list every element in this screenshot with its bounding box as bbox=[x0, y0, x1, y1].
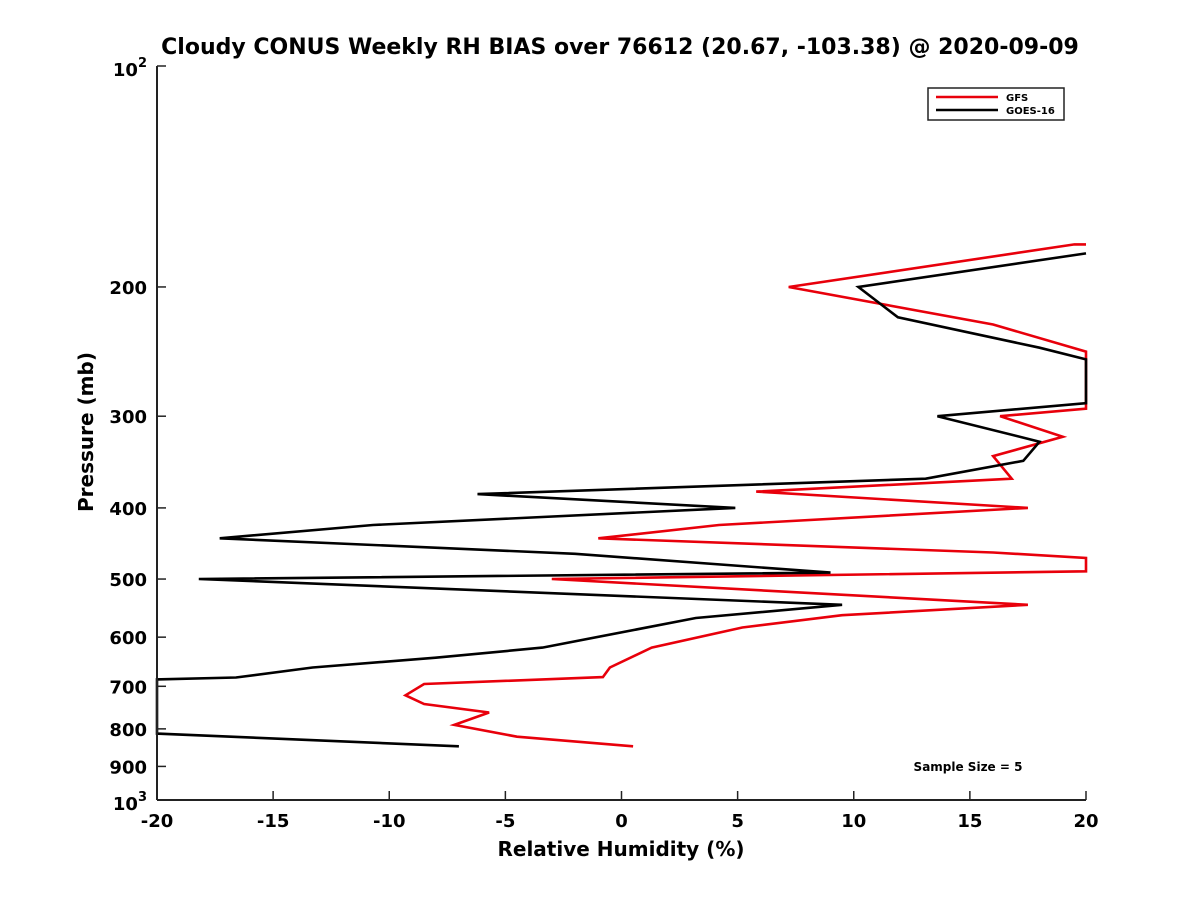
y-tick-label: 700 bbox=[109, 677, 147, 698]
x-tick-label: 20 bbox=[1073, 811, 1098, 832]
x-ticks: -20 -15 -10 -5 0 5 10 15 20 bbox=[141, 791, 1099, 832]
x-tick-label: -15 bbox=[257, 811, 290, 832]
y-tick-label: 800 bbox=[109, 720, 147, 741]
series-line-gfs bbox=[402, 243, 1088, 748]
x-tick-label: 0 bbox=[615, 811, 628, 832]
y-axis-label: Pressure (mb) bbox=[74, 352, 98, 512]
y-ticks: 200 300 400 500 600 700 800 900 102 103 bbox=[109, 56, 166, 815]
axes bbox=[156, 66, 1086, 801]
x-tick-label: 5 bbox=[731, 811, 744, 832]
y-tick-label: 900 bbox=[109, 757, 147, 778]
chart-title: Cloudy CONUS Weekly RH BIAS over 76612 (… bbox=[161, 35, 1079, 60]
y-tick-label: 600 bbox=[109, 628, 147, 649]
x-tick-label: -5 bbox=[495, 811, 515, 832]
y-tick-label: 102 bbox=[113, 56, 147, 81]
x-tick-label: 10 bbox=[841, 811, 866, 832]
y-tick-label: 300 bbox=[109, 407, 147, 428]
x-axis-label: Relative Humidity (%) bbox=[497, 837, 744, 861]
legend-label-goes-16: GOES-16 bbox=[1006, 106, 1055, 117]
y-tick-label: 200 bbox=[109, 278, 147, 299]
x-tick-label: -20 bbox=[141, 811, 174, 832]
x-tick-label: -10 bbox=[373, 811, 406, 832]
y-tick-label: 500 bbox=[109, 570, 147, 591]
y-tick-label: 400 bbox=[109, 499, 147, 520]
sample-size-annotation: Sample Size = 5 bbox=[914, 760, 1023, 774]
legend-label-gfs: GFS bbox=[1006, 93, 1028, 104]
x-tick-label: 15 bbox=[957, 811, 982, 832]
y-tick-label: 103 bbox=[113, 790, 147, 815]
legend: GFS GOES-16 bbox=[927, 87, 1065, 121]
legend-box bbox=[927, 87, 1065, 121]
series-layer bbox=[155, 243, 1088, 748]
series-line-goes-16 bbox=[155, 252, 1088, 748]
